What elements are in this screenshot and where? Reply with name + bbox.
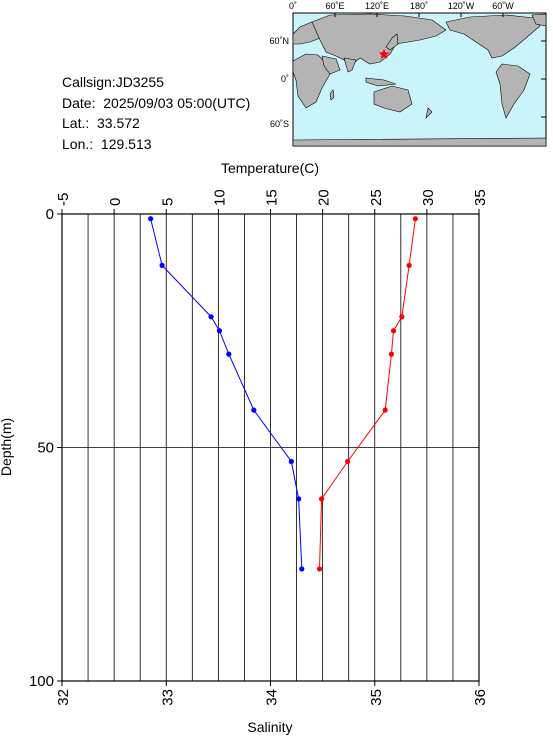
bottom-axis-label: Salinity [247,719,292,735]
map-lat-label: 60˚S [270,119,289,129]
map-lon-label: 120˚W [448,1,475,11]
y-axis-tick-label: 50 [37,440,54,457]
map-lon-label: 60˚W [492,1,514,11]
y-axis-label: Depth(m) [0,418,14,476]
data-point [318,496,325,502]
map-lat-label: 60˚N [269,36,289,46]
top-axis-tick-label: 25 [368,189,385,206]
top-axis-tick-label: 0 [107,198,124,206]
map-lon-label: 60˚E [325,1,344,11]
data-point [316,566,323,572]
grid-lines [62,214,479,681]
top-axis-tick-label: 5 [159,198,176,206]
data-point [159,262,165,268]
map-lon-label: 0˚ [289,1,297,11]
data-point [382,407,388,413]
bottom-axis-tick-label: 35 [368,689,385,706]
latitude-text: Lat.: 33.572 [62,115,140,131]
station-star-icon [378,48,390,59]
data-point [390,328,397,334]
data-point [208,314,214,320]
location-map: 0˚ 60˚E 120˚E 180˚ 120˚W 60˚W 60˚N 0˚ 60… [269,1,547,147]
top-axis-tick-label: -5 [55,193,72,206]
bottom-axis-tick-label: 36 [472,689,489,706]
top-axis-tick-label: 30 [420,189,437,206]
callsign-text: Callsign:JD3255 [62,74,164,90]
bottom-axis-tick-label: 32 [55,689,72,706]
top-axis-label: Temperature(C) [221,160,319,176]
longitude-text: Lon.: 129.513 [62,135,152,152]
data-point [226,351,232,357]
data-point [288,458,294,465]
data-point [388,351,395,357]
data-point [148,216,154,222]
top-axis-tick-label: 35 [472,189,489,206]
map-land [292,13,547,147]
data-point [299,566,305,572]
y-axis-tick-label: 0 [46,206,54,223]
date-text: Date: 2025/09/03 05:00(UTC) [62,94,251,111]
series-layer [148,216,419,572]
data-point [216,328,223,334]
map-lat-label: 0˚ [281,74,289,84]
data-point [345,458,351,465]
station-info: Callsign:JD3255 Date: 2025/09/03 05:00(U… [62,72,250,154]
map-lon-label: 180˚ [410,1,428,11]
data-point [251,407,257,413]
top-axis-tick-label: 15 [264,189,281,206]
bottom-axis-tick-label: 34 [264,689,281,706]
map-ticks [292,13,546,118]
top-axis-tick-label: 10 [211,189,228,206]
data-point [406,262,412,268]
data-point [399,314,405,320]
data-point [296,496,302,502]
bottom-axis-tick-label: 33 [159,689,176,706]
y-axis-tick-label: 100 [29,673,54,690]
map-lon-label: 120˚E [365,1,389,11]
data-point [412,216,419,222]
top-axis-tick-label: 20 [316,189,333,206]
